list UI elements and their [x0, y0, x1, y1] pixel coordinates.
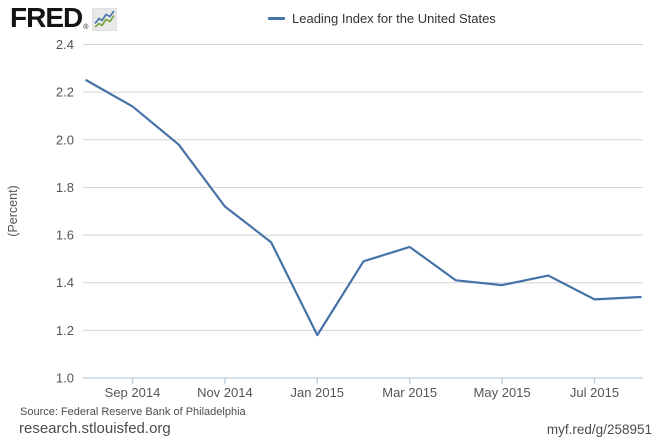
- fred-logo-text: FRED: [10, 2, 83, 33]
- x-tick-label: Sep 2014: [105, 385, 161, 400]
- registered-mark: ®: [83, 24, 89, 31]
- x-tick-label: Jul 2015: [570, 385, 619, 400]
- x-tick-label: Jan 2015: [291, 385, 345, 400]
- y-axis-title: (Percent): [6, 185, 20, 236]
- x-tick-label: May 2015: [474, 385, 531, 400]
- fred-logo[interactable]: FRED ®: [10, 2, 118, 36]
- y-tick-label: 1.4: [56, 275, 74, 290]
- research-site-link[interactable]: research.stlouisfed.org: [19, 420, 171, 437]
- y-tick-label: 1.2: [56, 323, 74, 338]
- series-line[interactable]: [85, 79, 642, 337]
- y-tick-label: 1.8: [56, 180, 74, 195]
- y-tick-label: 1.6: [56, 228, 74, 243]
- y-tick-label: 1.0: [56, 371, 74, 386]
- legend-series-label: Leading Index for the United States: [292, 11, 496, 26]
- x-tick-label: Mar 2015: [382, 385, 437, 400]
- y-tick-label: 2.0: [56, 132, 74, 147]
- legend-line-swatch: [268, 17, 285, 20]
- graph-short-url[interactable]: myf.red/g/258951: [546, 422, 652, 437]
- y-tick-label: 2.4: [56, 37, 74, 52]
- y-tick-label: 2.2: [56, 85, 74, 100]
- source-attribution: Source: Federal Reserve Bank of Philadel…: [20, 406, 246, 418]
- chart-legend: Leading Index for the United States: [268, 11, 496, 26]
- leading-index-line-chart[interactable]: 1.0 1.2 1.4 1.6 1.8 2.0 2.2 2.4 Sep 2014 Nov 2014…: [0, 0, 670, 400]
- x-tick-label: Nov 2014: [197, 385, 253, 400]
